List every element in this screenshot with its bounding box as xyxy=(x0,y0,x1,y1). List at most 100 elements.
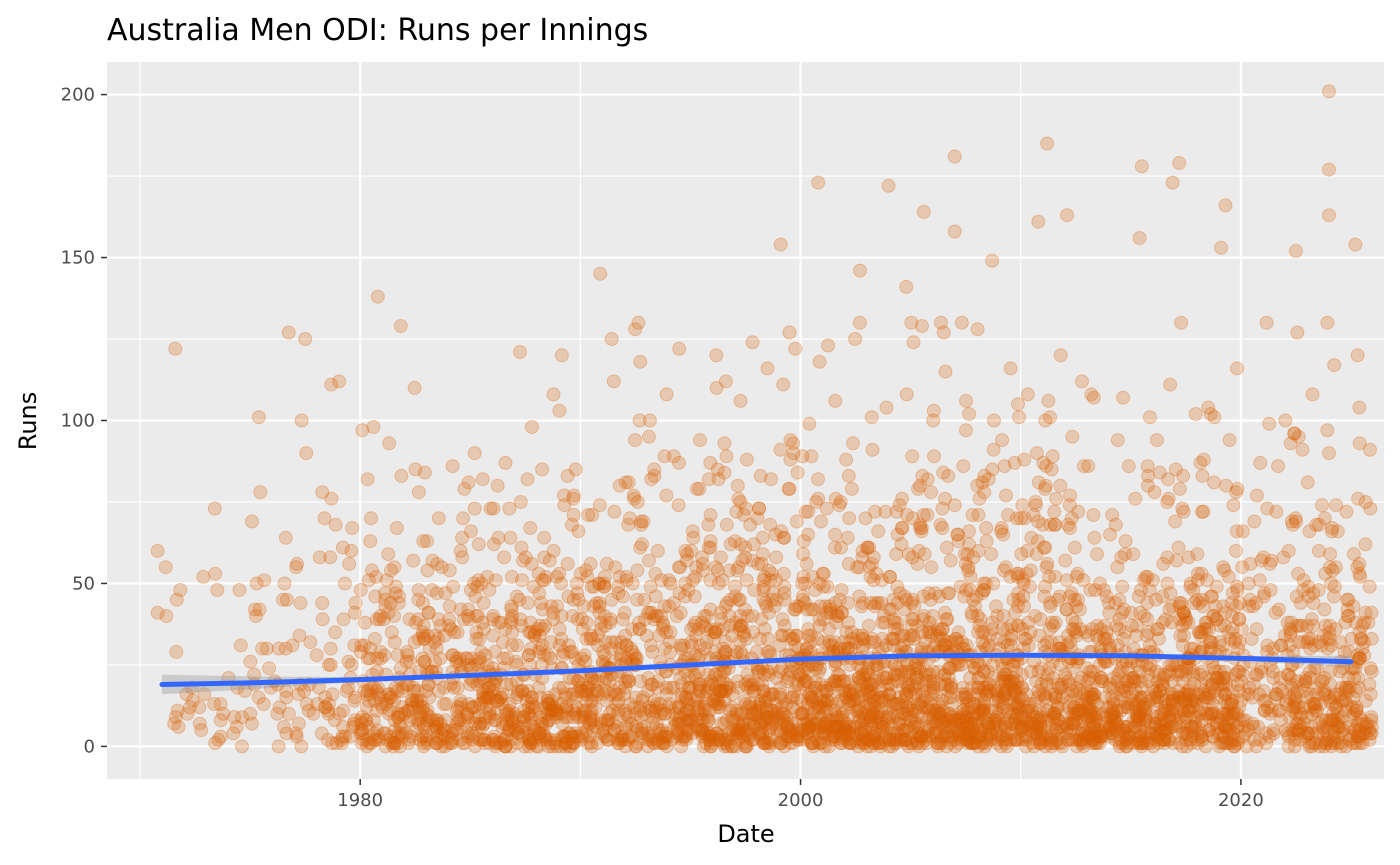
data-point xyxy=(533,710,548,725)
data-point xyxy=(866,573,881,588)
data-point xyxy=(622,729,637,744)
data-point xyxy=(1190,732,1205,747)
data-point xyxy=(335,729,350,744)
data-point xyxy=(607,504,622,519)
data-point xyxy=(1085,719,1100,734)
data-point xyxy=(731,680,746,695)
data-point xyxy=(544,703,559,718)
data-point xyxy=(336,703,351,718)
data-point xyxy=(899,279,914,294)
data-point xyxy=(555,716,570,731)
data-point xyxy=(1291,566,1306,581)
data-point xyxy=(545,739,560,754)
data-point xyxy=(470,677,485,692)
data-point xyxy=(465,700,479,715)
data-point xyxy=(1322,84,1336,99)
data-point xyxy=(1115,579,1130,594)
data-point xyxy=(471,573,486,588)
data-point xyxy=(533,618,547,633)
data-point xyxy=(514,540,529,555)
data-point xyxy=(866,550,881,565)
data-point xyxy=(575,729,590,744)
data-point xyxy=(731,592,746,607)
data-point xyxy=(871,524,886,539)
data-point xyxy=(864,410,879,425)
data-point xyxy=(692,481,707,496)
data-point xyxy=(979,687,994,702)
data-point xyxy=(277,719,291,734)
data-point xyxy=(732,635,747,650)
data-point xyxy=(419,716,434,731)
data-point xyxy=(1362,677,1377,692)
data-point xyxy=(443,736,458,751)
data-point xyxy=(515,684,530,698)
data-point xyxy=(575,677,590,692)
data-point xyxy=(359,713,373,728)
data-point xyxy=(407,635,422,650)
data-point xyxy=(387,560,402,575)
data-point xyxy=(450,680,465,695)
data-point xyxy=(633,703,648,718)
data-point xyxy=(1031,214,1046,229)
data-point xyxy=(344,657,359,672)
data-point xyxy=(602,706,617,721)
data-point xyxy=(281,325,296,340)
data-point xyxy=(879,400,894,415)
data-point xyxy=(513,345,527,360)
data-point xyxy=(498,739,513,754)
data-point xyxy=(416,631,431,646)
data-point xyxy=(1062,589,1077,604)
data-point xyxy=(477,716,492,731)
data-point xyxy=(289,726,304,741)
data-point xyxy=(406,553,421,568)
data-point xyxy=(1041,393,1056,408)
data-point xyxy=(486,612,501,627)
data-point xyxy=(630,592,644,607)
data-point xyxy=(335,540,350,555)
data-point xyxy=(279,726,294,741)
data-point xyxy=(550,599,565,614)
data-point xyxy=(382,436,397,451)
data-point xyxy=(486,628,501,643)
data-point xyxy=(450,710,465,725)
data-point xyxy=(926,703,941,718)
data-point xyxy=(1191,703,1206,718)
data-point xyxy=(1060,208,1074,223)
data-point xyxy=(243,706,258,721)
data-point xyxy=(591,687,605,702)
data-point xyxy=(581,680,596,695)
data-point xyxy=(951,534,966,549)
data-point xyxy=(401,736,416,751)
data-point xyxy=(465,700,480,715)
data-point xyxy=(979,521,994,535)
data-point xyxy=(429,586,444,601)
data-point xyxy=(566,736,581,751)
data-point xyxy=(391,710,406,725)
data-point xyxy=(457,713,471,728)
data-point xyxy=(935,501,950,516)
data-point xyxy=(566,491,581,506)
data-point xyxy=(904,315,919,330)
data-point xyxy=(406,700,421,715)
data-point xyxy=(434,726,449,741)
data-point xyxy=(1280,615,1295,630)
data-point xyxy=(842,693,857,708)
data-point xyxy=(575,703,590,718)
data-point xyxy=(378,726,393,741)
y-axis-title: Runs xyxy=(14,392,42,451)
data-point xyxy=(871,596,885,610)
data-point xyxy=(347,605,362,620)
data-point xyxy=(659,387,674,402)
data-point xyxy=(629,739,644,754)
data-point xyxy=(150,605,165,620)
data-point xyxy=(499,729,514,744)
data-point xyxy=(322,697,336,711)
data-point xyxy=(834,583,849,597)
data-point xyxy=(337,576,352,591)
data-point xyxy=(411,583,426,597)
data-point xyxy=(414,729,429,744)
data-point xyxy=(1322,446,1336,461)
data-point xyxy=(610,719,625,734)
data-point xyxy=(357,638,372,653)
data-point xyxy=(1174,664,1189,679)
